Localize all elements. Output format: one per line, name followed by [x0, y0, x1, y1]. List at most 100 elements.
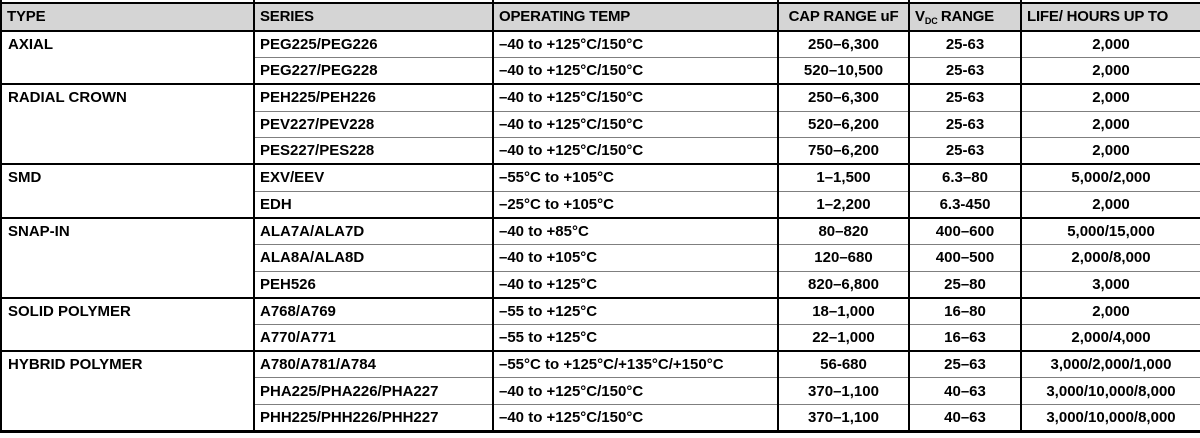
- table-row: RADIAL CROWN PEH225/PEH226 –40 to +125°C…: [0, 83, 1200, 165]
- cap-cell: 370–1,100: [777, 404, 910, 432]
- header-operating-temp: OPERATING TEMP: [492, 3, 779, 32]
- cap-cell: 750–6,200: [777, 137, 910, 165]
- table-row: SOLID POLYMER A768/A769 –55 to +125°C 18…: [0, 296, 1200, 352]
- type-cell: SNAP-IN: [0, 216, 255, 298]
- series-cell: PEG227/PEG228: [253, 57, 494, 85]
- life-cell: 3,000/10,000/8,000: [1020, 404, 1200, 432]
- life-cell: 2,000: [1020, 83, 1200, 112]
- life-cell: 2,000: [1020, 190, 1200, 218]
- life-cell: 5,000/2,000: [1020, 163, 1200, 192]
- temp-cell: –40 to +85°C: [492, 216, 779, 245]
- header-series: SERIES: [253, 3, 494, 32]
- cap-cell: 370–1,100: [777, 377, 910, 405]
- type-cell: SMD: [0, 163, 255, 218]
- series-cell: PEV227/PEV228: [253, 110, 494, 138]
- vdc-cell: 40–63: [908, 377, 1022, 405]
- vdc-cell: 25-63: [908, 30, 1022, 58]
- table-row: PES227/PES228 –40 to +125°C/150°C 750–6,…: [1, 137, 1200, 165]
- temp-cell: –55 to +125°C: [492, 324, 779, 352]
- vdc-cell: 400–500: [908, 244, 1022, 272]
- header-row: TYPE SERIES OPERATING TEMP CAP RANGE uF …: [0, 3, 1200, 32]
- type-cell: AXIAL: [0, 29, 255, 85]
- vdc-cell: 25-63: [908, 57, 1022, 85]
- temp-cell: –40 to +105°C: [492, 244, 779, 272]
- vdc-cell: 6.3–80: [908, 163, 1022, 192]
- temp-cell: –40 to +125°C/150°C: [492, 57, 779, 85]
- temp-cell: –55°C to +105°C: [492, 163, 779, 192]
- type-cell: HYBRID POLYMER: [0, 350, 255, 432]
- life-cell: 2,000: [1020, 296, 1200, 325]
- life-cell: 2,000: [1020, 57, 1200, 85]
- life-cell: 3,000: [1020, 270, 1200, 298]
- cap-cell: 520–6,200: [777, 110, 910, 138]
- cap-cell: 80–820: [777, 216, 910, 245]
- series-cell: ALA7A/ALA7D: [253, 216, 494, 245]
- strip-cell: [253, 0, 494, 4]
- cap-cell: 250–6,300: [777, 83, 910, 112]
- table-row: ALA8A/ALA8D –40 to +105°C 120–680 400–50…: [1, 244, 1200, 272]
- table-row: PHH225/PHH226/PHH227 –40 to +125°C/150°C…: [1, 404, 1200, 432]
- cap-cell: 820–6,800: [777, 270, 910, 298]
- header-vdc-range: VDC RANGE: [908, 3, 1022, 32]
- temp-cell: –40 to +125°C/150°C: [492, 137, 779, 165]
- temp-cell: –40 to +125°C/150°C: [492, 404, 779, 432]
- series-cell: PHA225/PHA226/PHA227: [253, 377, 494, 405]
- cap-cell: 520–10,500: [777, 57, 910, 85]
- vdc-cell: 16–80: [908, 296, 1022, 325]
- series-cell: ALA8A/ALA8D: [253, 244, 494, 272]
- temp-cell: –40 to +125°C: [492, 270, 779, 298]
- vdc-cell: 6.3-450: [908, 190, 1022, 218]
- cap-cell: 1–1,500: [777, 163, 910, 192]
- temp-cell: –40 to +125°C/150°C: [492, 83, 779, 112]
- vdc-cell: 25–80: [908, 270, 1022, 298]
- series-cell: A768/A769: [253, 296, 494, 325]
- table-row: HYBRID POLYMER A780/A781/A784 –55°C to +…: [0, 350, 1200, 432]
- series-cell: PHH225/PHH226/PHH227: [253, 404, 494, 432]
- series-cell: A770/A771: [253, 324, 494, 352]
- series-cell: PEG225/PEG226: [253, 30, 494, 58]
- series-cell: EXV/EEV: [253, 163, 494, 192]
- table-row: SMD EXV/EEV –55°C to +105°C 1–1,500 6.3–…: [0, 163, 1200, 218]
- temp-cell: –40 to +125°C/150°C: [492, 110, 779, 138]
- cap-cell: 22–1,000: [777, 324, 910, 352]
- cap-cell: 18–1,000: [777, 296, 910, 325]
- temp-cell: –25°C to +105°C: [492, 190, 779, 218]
- vdc-range-label: RANGE: [940, 7, 994, 25]
- table-row: AXIAL PEG225/PEG226 –40 to +125°C/150°C …: [0, 29, 1200, 85]
- header-cap-range: CAP RANGE uF: [777, 3, 910, 32]
- series-cell: PES227/PES228: [253, 137, 494, 165]
- strip-cell: [908, 0, 1022, 4]
- cropped-row-fragment: [0, 0, 1200, 4]
- header-life-hours: LIFE/ HOURS UP TO: [1020, 3, 1200, 32]
- cap-cell: 56-680: [777, 350, 910, 378]
- series-cell: PEH526: [253, 270, 494, 298]
- life-cell: 2,000/4,000: [1020, 324, 1200, 352]
- vdc-symbol: V: [915, 7, 925, 25]
- vdc-cell: 40–63: [908, 404, 1022, 432]
- cap-cell: 1–2,200: [777, 190, 910, 218]
- temp-cell: –40 to +125°C/150°C: [492, 377, 779, 405]
- table-row: PEG227/PEG228 –40 to +125°C/150°C 520–10…: [1, 57, 1200, 85]
- temp-cell: –40 to +125°C/150°C: [492, 30, 779, 58]
- vdc-cell: 25–63: [908, 350, 1022, 378]
- life-cell: 5,000/15,000: [1020, 216, 1200, 245]
- cap-cell: 120–680: [777, 244, 910, 272]
- strip-cell: [777, 0, 910, 4]
- vdc-subscript: DC: [924, 15, 938, 26]
- table-row: A770/A771 –55 to +125°C 22–1,000 16–63 2…: [1, 324, 1200, 352]
- strip-cell: [0, 0, 255, 4]
- vdc-cell: 400–600: [908, 216, 1022, 245]
- life-cell: 2,000/8,000: [1020, 244, 1200, 272]
- header-type: TYPE: [0, 3, 255, 32]
- table-row: PHA225/PHA226/PHA227 –40 to +125°C/150°C…: [1, 377, 1200, 405]
- table-row: SNAP-IN ALA7A/ALA7D –40 to +85°C 80–820 …: [0, 216, 1200, 298]
- strip-cell: [492, 0, 779, 4]
- table-row: PEH526 –40 to +125°C 820–6,800 25–80 3,0…: [1, 270, 1200, 298]
- series-cell: A780/A781/A784: [253, 350, 494, 378]
- life-cell: 3,000/2,000/1,000: [1020, 350, 1200, 378]
- series-cell: EDH: [253, 190, 494, 218]
- temp-cell: –55°C to +125°C/+135°C/+150°C: [492, 350, 779, 378]
- series-cell: PEH225/PEH226: [253, 83, 494, 112]
- temp-cell: –55 to +125°C: [492, 296, 779, 325]
